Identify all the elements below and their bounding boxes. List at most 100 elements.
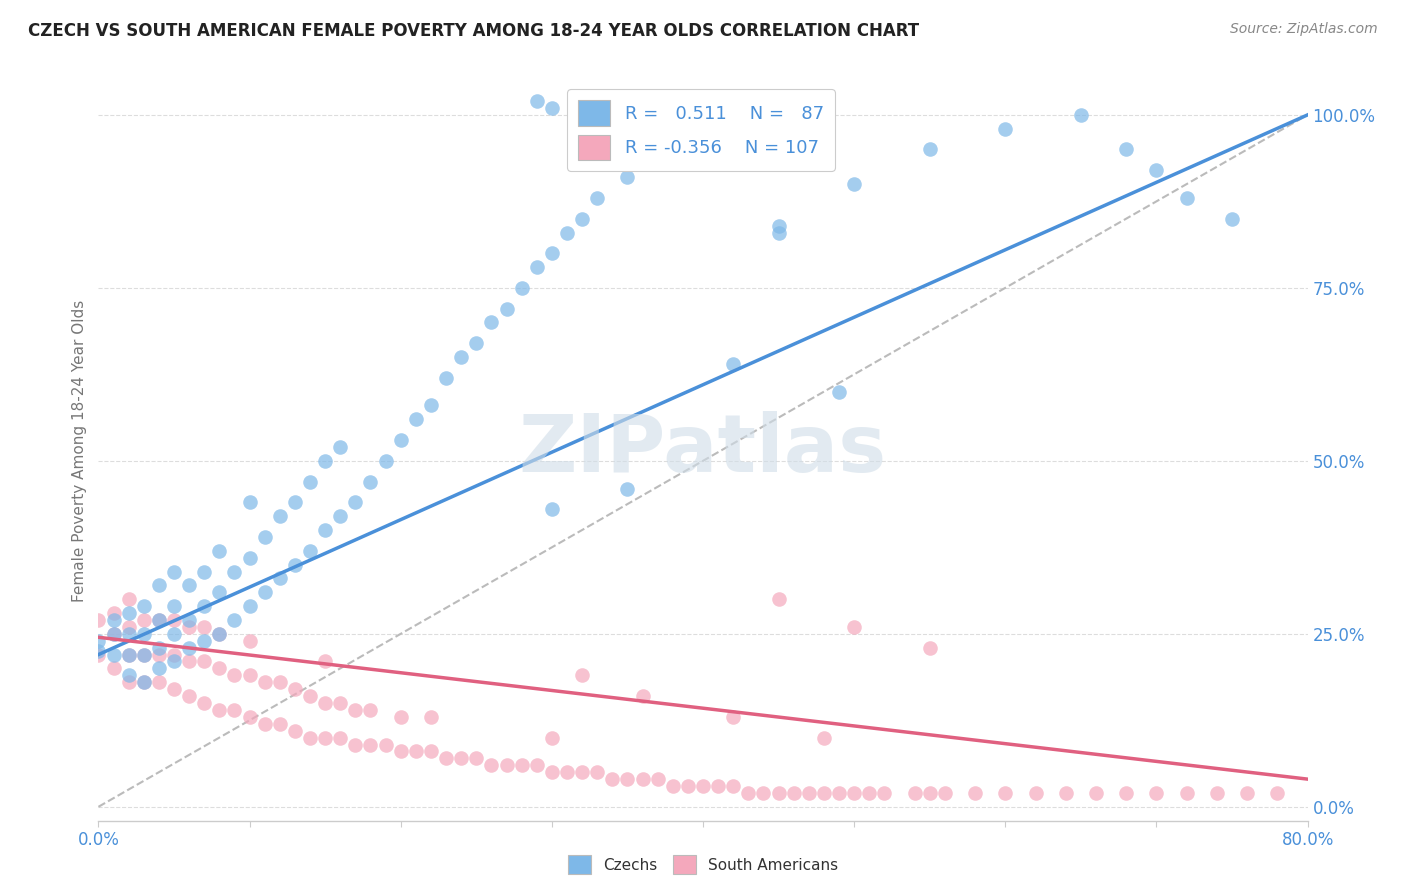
Point xyxy=(1115,143,1137,157)
Point xyxy=(314,523,336,537)
Point xyxy=(360,738,382,752)
Point xyxy=(179,689,201,703)
Point xyxy=(389,433,412,447)
Point xyxy=(420,710,443,724)
Point xyxy=(103,648,125,662)
Point xyxy=(602,108,624,122)
Point xyxy=(616,772,638,786)
Point xyxy=(692,779,714,793)
Point xyxy=(118,668,141,682)
Point xyxy=(253,675,276,690)
Point xyxy=(647,772,669,786)
Point xyxy=(631,772,654,786)
Point xyxy=(965,786,987,800)
Point xyxy=(148,613,170,627)
Point xyxy=(1220,211,1243,226)
Point xyxy=(163,682,186,697)
Point xyxy=(434,751,457,765)
Point xyxy=(540,101,562,115)
Point xyxy=(118,648,141,662)
Point xyxy=(844,786,866,800)
Point xyxy=(692,121,714,136)
Point xyxy=(239,633,262,648)
Point xyxy=(253,585,276,599)
Point xyxy=(707,779,730,793)
Point xyxy=(208,627,231,641)
Point xyxy=(239,599,262,614)
Point xyxy=(768,786,790,800)
Point xyxy=(405,744,427,758)
Point xyxy=(239,668,262,682)
Point xyxy=(269,716,291,731)
Point xyxy=(208,585,231,599)
Point xyxy=(118,627,141,641)
Point xyxy=(1085,786,1108,800)
Point xyxy=(994,786,1017,800)
Point xyxy=(284,495,307,509)
Point xyxy=(450,350,472,364)
Point xyxy=(374,738,396,752)
Y-axis label: Female Poverty Among 18-24 Year Olds: Female Poverty Among 18-24 Year Olds xyxy=(72,300,87,601)
Point xyxy=(224,565,246,579)
Point xyxy=(284,682,307,697)
Point xyxy=(314,655,336,669)
Point xyxy=(208,627,231,641)
Point xyxy=(118,606,141,620)
Point xyxy=(103,627,125,641)
Point xyxy=(555,226,578,240)
Point xyxy=(616,170,638,185)
Point xyxy=(208,543,231,558)
Point xyxy=(540,765,562,780)
Point xyxy=(148,613,170,627)
Point xyxy=(1054,786,1077,800)
Point xyxy=(540,502,562,516)
Point xyxy=(1236,786,1258,800)
Point xyxy=(148,640,170,655)
Point xyxy=(193,655,215,669)
Point xyxy=(329,509,352,524)
Point xyxy=(526,260,548,274)
Point xyxy=(723,357,745,371)
Point xyxy=(465,751,488,765)
Point xyxy=(87,613,110,627)
Point xyxy=(269,572,291,586)
Legend: R =   0.511    N =   87, R = -0.356    N = 107: R = 0.511 N = 87, R = -0.356 N = 107 xyxy=(567,89,835,171)
Point xyxy=(389,710,412,724)
Point xyxy=(239,550,262,565)
Point xyxy=(118,620,141,634)
Point xyxy=(631,689,654,703)
Point xyxy=(179,620,201,634)
Point xyxy=(481,758,503,772)
Point xyxy=(495,758,517,772)
Point xyxy=(163,627,186,641)
Point xyxy=(148,578,170,592)
Point xyxy=(1175,191,1198,205)
Point xyxy=(586,765,609,780)
Point xyxy=(208,661,231,675)
Point xyxy=(1206,786,1229,800)
Point xyxy=(253,716,276,731)
Point xyxy=(193,620,215,634)
Point xyxy=(224,613,246,627)
Point xyxy=(873,786,896,800)
Point xyxy=(193,565,215,579)
Point xyxy=(813,731,835,745)
Point xyxy=(284,723,307,738)
Point xyxy=(148,675,170,690)
Point xyxy=(1115,786,1137,800)
Point xyxy=(420,399,443,413)
Point xyxy=(450,751,472,765)
Point xyxy=(918,143,941,157)
Point xyxy=(858,786,880,800)
Point xyxy=(269,675,291,690)
Point xyxy=(374,454,396,468)
Point xyxy=(239,495,262,509)
Point xyxy=(918,786,941,800)
Point xyxy=(103,661,125,675)
Point xyxy=(193,599,215,614)
Point xyxy=(269,509,291,524)
Point xyxy=(510,281,533,295)
Point xyxy=(828,384,851,399)
Point xyxy=(918,640,941,655)
Point xyxy=(602,772,624,786)
